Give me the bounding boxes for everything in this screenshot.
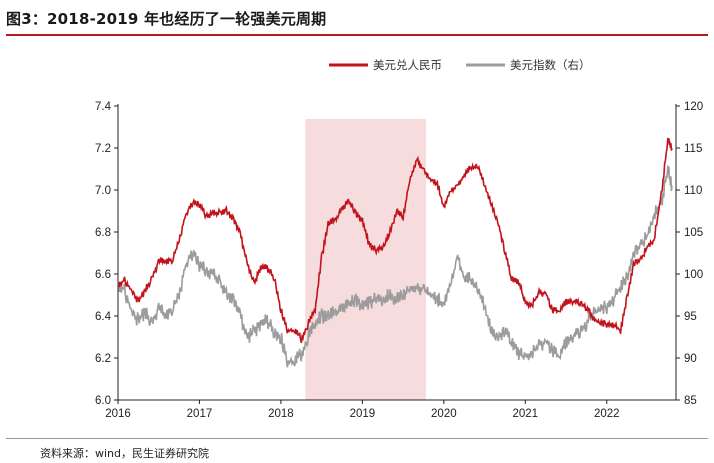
right-tick-label: 90 xyxy=(684,353,697,365)
left-tick-label: 6.6 xyxy=(95,269,111,281)
left-tick-label: 7.4 xyxy=(95,101,112,113)
series-line-usdcny xyxy=(117,137,673,344)
x-tick-label: 2019 xyxy=(350,408,376,420)
right-tick-label: 100 xyxy=(684,269,703,281)
x-tick-label: 2022 xyxy=(594,408,620,420)
x-tick-label: 2017 xyxy=(187,408,213,420)
left-tick-label: 7.2 xyxy=(95,143,111,155)
x-tick-label: 2020 xyxy=(431,408,457,420)
right-tick-label: 105 xyxy=(684,227,703,239)
x-tick-label: 2021 xyxy=(513,408,539,420)
right-tick-label: 95 xyxy=(684,311,697,323)
right-tick-label: 120 xyxy=(684,101,703,113)
x-tick-label: 2016 xyxy=(105,408,131,420)
legend-label-dollar-index: 美元指数（右） xyxy=(510,58,591,72)
title-rule xyxy=(6,34,708,36)
source-rule xyxy=(6,438,708,439)
left-tick-label: 6.2 xyxy=(95,353,111,365)
left-tick-label: 6.0 xyxy=(95,395,111,407)
left-tick-label: 6.4 xyxy=(95,311,112,323)
right-tick-label: 85 xyxy=(684,395,697,407)
x-tick-label: 2018 xyxy=(268,408,294,420)
right-tick-label: 110 xyxy=(684,185,702,197)
right-tick-label: 115 xyxy=(684,143,702,155)
chart-title: 图3：2018-2019 年也经历了一轮强美元周期 xyxy=(6,10,327,28)
left-tick-label: 6.8 xyxy=(95,227,111,239)
legend-label-usdcny: 美元兑人民币 xyxy=(373,58,442,72)
source-note: 资料来源：wind，民生证券研究院 xyxy=(40,447,210,460)
left-tick-label: 7.0 xyxy=(95,185,111,197)
series-line-dollar-index xyxy=(117,165,673,368)
shaded-period xyxy=(305,119,426,400)
